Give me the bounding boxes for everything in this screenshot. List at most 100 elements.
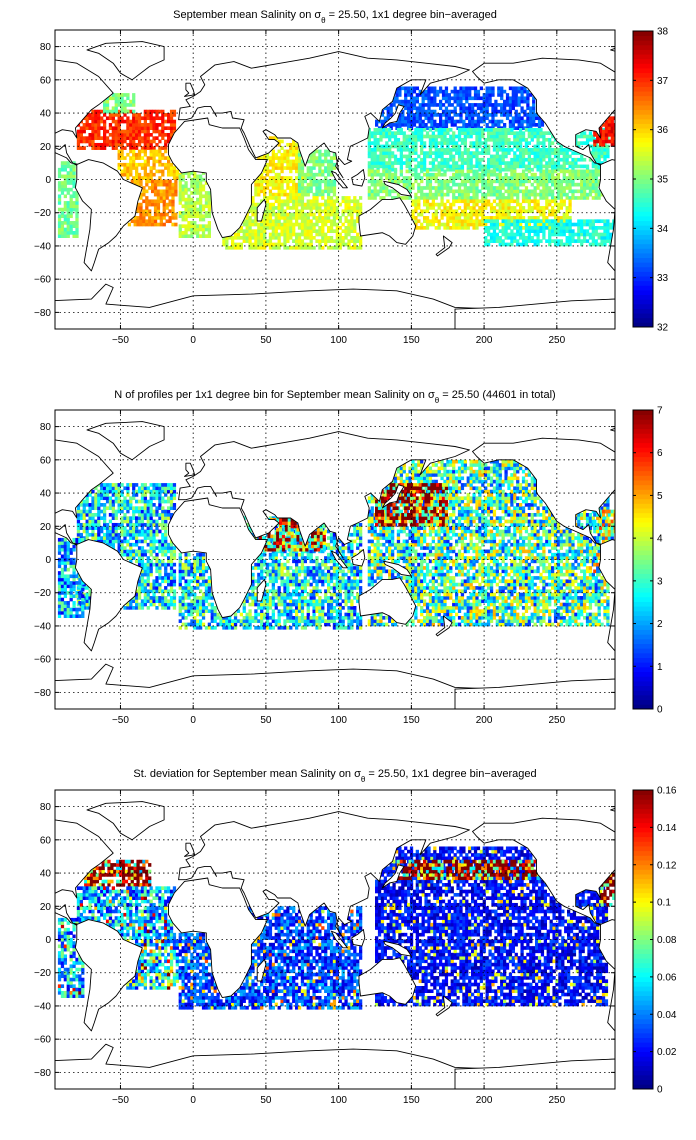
data-cell — [398, 89, 402, 94]
data-cell — [536, 128, 540, 132]
data-cell — [396, 176, 401, 180]
data-cell — [487, 192, 491, 197]
data-cell — [606, 229, 610, 233]
data-cell — [577, 189, 581, 194]
data-cell — [473, 103, 478, 107]
data-cell — [597, 219, 601, 224]
data-cell — [178, 230, 182, 235]
data-cell — [91, 516, 95, 520]
data-cell — [120, 116, 124, 121]
data-cell — [542, 157, 546, 162]
data-cell — [135, 526, 139, 530]
data-cell — [488, 113, 492, 117]
data-cell — [398, 119, 402, 124]
data-cell — [542, 182, 546, 187]
data-cell — [152, 602, 156, 607]
data-cell — [408, 154, 412, 159]
data-cell — [513, 169, 517, 174]
data-cell — [386, 109, 390, 114]
data-cell — [306, 219, 310, 224]
data-cell — [408, 147, 412, 152]
coastline-africa — [692, 118, 696, 238]
data-cell — [612, 219, 615, 224]
data-cell — [135, 532, 139, 537]
data-cell — [82, 499, 86, 504]
data-cell — [492, 169, 497, 174]
data-cell — [446, 161, 450, 165]
data-cell — [389, 123, 393, 127]
data-cell — [63, 234, 67, 238]
data-cell — [556, 216, 561, 220]
data-cell — [489, 131, 494, 135]
data-cell — [440, 128, 444, 132]
data-cell — [443, 157, 447, 162]
data-cell — [414, 172, 418, 177]
data-cell — [539, 161, 543, 165]
data-cell — [562, 229, 566, 233]
data-cell — [551, 134, 555, 139]
data-cell — [420, 169, 424, 174]
data-cell — [457, 147, 462, 152]
data-cell — [376, 141, 380, 145]
data-cell — [149, 596, 153, 600]
data-cell — [129, 129, 133, 134]
data-cell — [137, 132, 142, 137]
data-cell — [91, 536, 95, 540]
data-cell — [153, 179, 158, 184]
data-cell — [135, 549, 139, 554]
data-cell — [434, 209, 438, 214]
data-cell — [487, 219, 491, 224]
data-cell — [472, 186, 476, 190]
data-cell — [495, 161, 499, 165]
data-cell — [596, 136, 600, 140]
data-cell — [423, 216, 427, 220]
data-cell — [181, 230, 185, 235]
data-cell — [69, 164, 73, 169]
data-cell — [424, 96, 428, 101]
data-cell — [335, 235, 339, 240]
data-cell — [143, 539, 147, 544]
data-cell — [466, 216, 470, 220]
data-cell — [412, 89, 417, 94]
data-cell — [207, 214, 211, 219]
data-cell — [542, 164, 546, 169]
data-cell — [431, 131, 435, 135]
data-cell — [149, 489, 153, 494]
data-cell — [507, 141, 511, 145]
data-cell — [511, 106, 515, 111]
data-cell — [97, 519, 101, 524]
data-cell — [411, 212, 415, 217]
data-cell — [376, 182, 380, 187]
data-cell — [289, 179, 293, 184]
data-cell — [143, 166, 147, 170]
data-cell — [425, 226, 430, 230]
data-cell — [468, 106, 472, 111]
data-cell — [274, 172, 278, 177]
data-cell — [418, 123, 422, 127]
data-cell — [524, 226, 529, 230]
data-cell — [245, 239, 249, 243]
data-cell — [440, 141, 444, 145]
data-cell — [580, 219, 584, 224]
data-cell — [481, 199, 485, 204]
data-cell — [91, 512, 95, 517]
data-cell — [434, 134, 438, 139]
data-cell — [495, 164, 499, 169]
data-cell — [428, 154, 433, 159]
data-cell — [135, 123, 139, 127]
data-cell — [597, 235, 601, 240]
data-cell — [135, 592, 139, 597]
data-cell — [548, 239, 552, 243]
colorbar-band — [633, 239, 653, 245]
data-cell — [407, 119, 411, 124]
data-cell — [449, 186, 453, 190]
data-cell — [574, 151, 578, 155]
data-cell — [521, 226, 526, 230]
data-cell — [251, 242, 255, 247]
data-cell — [393, 157, 398, 162]
data-cell — [580, 192, 584, 197]
data-cell — [427, 116, 431, 121]
data-cell — [591, 229, 595, 233]
data-cell — [321, 192, 325, 197]
data-cell — [606, 144, 610, 149]
